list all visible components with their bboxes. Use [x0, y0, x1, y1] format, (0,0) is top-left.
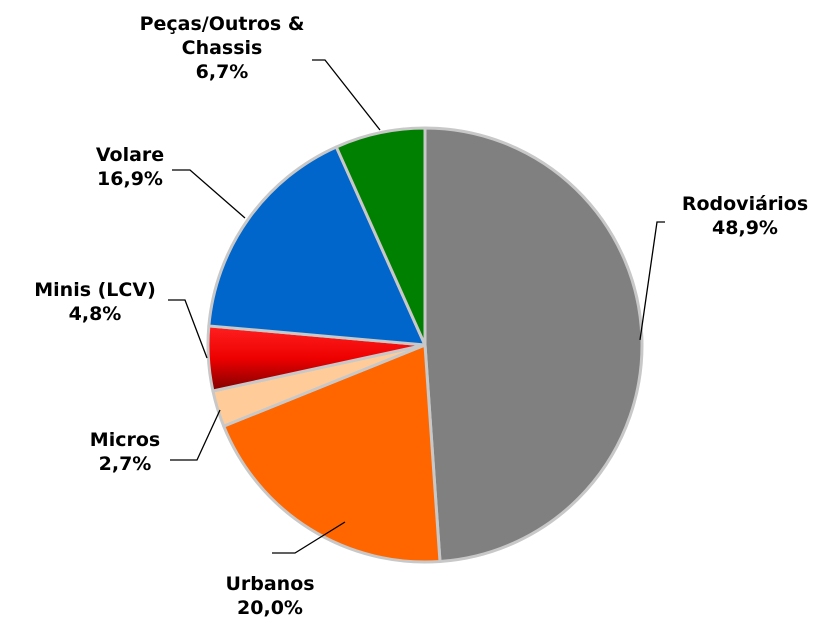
slice-label: Volare	[95, 144, 165, 166]
leader-line	[170, 409, 221, 461]
pie-slice	[334, 126, 427, 347]
pie-slice	[207, 145, 427, 347]
pie-slice	[423, 126, 644, 563]
slice-value-label: 20,0%	[237, 597, 303, 619]
slice-value-label: 4,8%	[68, 303, 122, 325]
slice-value-label: 2,7%	[98, 453, 152, 475]
slice-label: Urbanos	[225, 573, 315, 595]
slice-value-label: 6,7%	[195, 61, 249, 83]
leader-line	[172, 169, 246, 219]
leader-line	[639, 221, 665, 341]
pie-slice	[222, 343, 442, 564]
slice-label: Micros	[89, 429, 161, 451]
slice-label: Minis (LCV)	[34, 279, 156, 301]
slice-value-label: 16,9%	[97, 168, 163, 190]
slice-label: Peças/Outros & Chassis	[139, 13, 305, 59]
leader-line	[168, 299, 208, 359]
leader-line	[312, 59, 381, 131]
leader-line	[272, 521, 346, 554]
slice-value-label: 48,9%	[712, 217, 778, 239]
slice-label: Rodoviários	[681, 193, 809, 215]
